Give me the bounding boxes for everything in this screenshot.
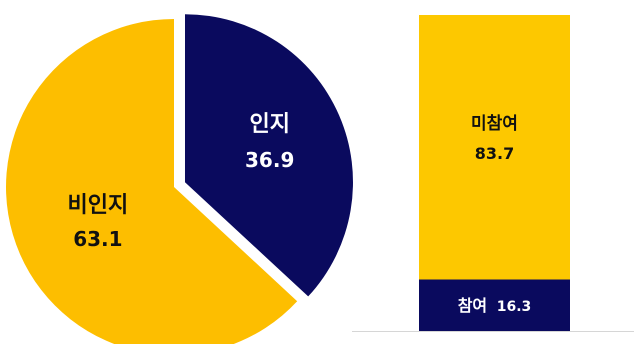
bar-label-participated-group: 참여 16.3 [458, 296, 532, 315]
pie-value-unaware: 63.1 [73, 227, 122, 251]
pie-label-unaware: 비인지 [68, 193, 129, 218]
pie-value-aware: 36.9 [245, 148, 294, 172]
participation-stacked-bar-chart: 미참여 83.7 참여 16.3 [352, 15, 634, 332]
bar-value-participated: 16.3 [497, 299, 532, 315]
pie-label-aware: 인지 [249, 112, 289, 137]
pie-slice-unaware [6, 19, 298, 344]
pie-slice-aware [184, 14, 353, 297]
bar-label-not-participated: 미참여 [471, 113, 518, 134]
bar-label-participated: 참여 [458, 296, 487, 315]
bar-value-not-participated: 83.7 [475, 144, 514, 163]
bar-segment-participated [419, 279, 570, 331]
awareness-pie-chart: 인지 36.9 비인지 63.1 [6, 14, 353, 344]
bar-segment-not-participated [419, 15, 570, 280]
